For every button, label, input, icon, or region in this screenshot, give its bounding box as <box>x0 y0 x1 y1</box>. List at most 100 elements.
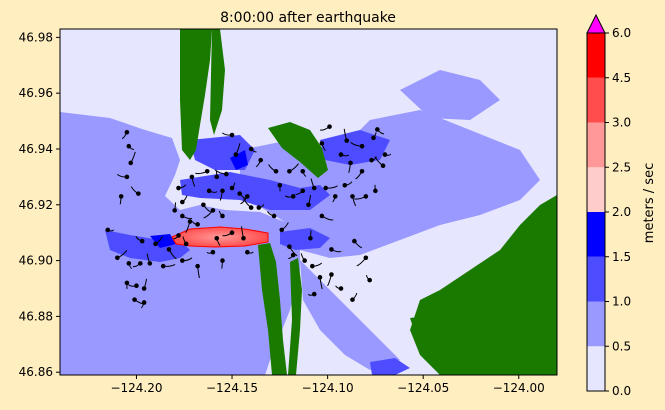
colorbar-tick-label: 0.0 <box>612 384 631 398</box>
particle <box>214 235 220 241</box>
particle <box>204 169 210 174</box>
y-tick-label: 46.96 <box>19 86 53 100</box>
colorbar-segment <box>587 33 605 78</box>
particle-layer <box>105 124 392 309</box>
particle <box>310 263 315 269</box>
particle <box>220 258 225 263</box>
particle <box>287 169 292 174</box>
colorbar-tick-label: 4.5 <box>612 71 631 85</box>
y-tick-label: 46.94 <box>19 142 53 156</box>
particle <box>256 205 262 210</box>
land-island <box>268 122 328 178</box>
plot-frame <box>59 28 558 376</box>
particle <box>317 275 323 280</box>
colorbar-tick-label: 1.5 <box>612 250 631 264</box>
colorbar-tick-label: 0.5 <box>612 339 631 353</box>
particle <box>132 297 137 302</box>
estuary-region <box>240 110 540 258</box>
particle <box>300 169 306 174</box>
x-tick-label: −124.20 <box>110 381 162 395</box>
river-channel <box>370 358 410 375</box>
x-axis: −124.20 −124.15 −124.10 −124.05 −124.00 <box>110 375 545 395</box>
particle <box>220 188 225 194</box>
particle <box>311 185 317 191</box>
y-tick-label: 46.86 <box>19 365 53 379</box>
particle <box>311 291 317 297</box>
particle <box>136 191 141 196</box>
particle <box>338 152 344 157</box>
y-axis: 46.86 46.88 46.90 46.92 46.94 46.96 46.98 <box>19 30 60 379</box>
particle <box>363 194 369 199</box>
colorbar-segment <box>587 301 605 347</box>
particle <box>147 261 153 266</box>
particle <box>206 188 212 194</box>
particle <box>201 202 206 208</box>
particle <box>180 258 185 263</box>
land-north-spit-b <box>210 29 225 135</box>
colorbar-segment <box>587 346 605 391</box>
particle <box>248 146 254 152</box>
particle <box>214 174 220 180</box>
particle <box>183 241 189 247</box>
particle <box>124 174 130 180</box>
particle <box>105 227 111 233</box>
colorbar-segment <box>587 77 605 123</box>
particle <box>327 124 332 129</box>
particle <box>137 261 143 266</box>
particle <box>338 286 344 291</box>
colorbar-segment <box>587 122 605 168</box>
colorbar-tick-label: 6.0 <box>612 26 631 40</box>
particle <box>115 255 120 261</box>
colorbar-tick-label: 3.0 <box>612 116 631 130</box>
particle <box>380 163 386 169</box>
channel-north <box>400 70 500 120</box>
land-south-spit <box>258 243 287 375</box>
colorbar-tick-label: 1.0 <box>612 295 631 309</box>
particle <box>367 277 372 283</box>
fast-current-5 <box>280 228 330 250</box>
particle <box>153 241 158 247</box>
map-area <box>60 29 557 375</box>
x-tick-label: −124.15 <box>206 381 258 395</box>
channel-south <box>300 260 400 370</box>
particle <box>290 252 296 258</box>
particle <box>342 182 348 188</box>
particle <box>237 191 242 196</box>
x-tick-label: −124.00 <box>493 381 545 395</box>
particle <box>180 199 185 205</box>
particle <box>248 205 254 210</box>
particle <box>210 249 216 255</box>
particle <box>352 238 357 244</box>
particle <box>319 141 325 146</box>
particle <box>302 258 307 263</box>
particle <box>245 194 250 199</box>
particle <box>180 213 185 219</box>
particle <box>141 300 147 305</box>
land-east <box>410 195 557 375</box>
particle <box>176 185 181 191</box>
particle <box>139 238 145 244</box>
particle <box>172 208 177 213</box>
chart-title: 8:00:00 after earthquake <box>220 10 396 26</box>
particle <box>363 255 369 261</box>
particle <box>332 194 338 199</box>
y-tick-label: 46.98 <box>19 30 53 44</box>
colorbar-tick-label: 2.5 <box>612 160 631 174</box>
particle <box>258 157 264 163</box>
colorbar-tick-label: 2.0 <box>612 205 631 219</box>
particle <box>382 152 388 157</box>
fast-current-1 <box>105 230 190 262</box>
colorbar-segment <box>587 167 605 212</box>
particle <box>124 280 130 286</box>
particle <box>189 174 195 180</box>
particle <box>287 244 292 249</box>
colorbar-segment <box>587 256 605 302</box>
particle <box>319 213 325 219</box>
particle <box>210 208 216 213</box>
particle <box>229 185 235 191</box>
colorbar-label: meters / sec <box>642 163 657 243</box>
particle <box>126 261 132 266</box>
particle <box>166 247 172 252</box>
fast-current-6 <box>230 150 248 170</box>
particle <box>273 169 279 174</box>
